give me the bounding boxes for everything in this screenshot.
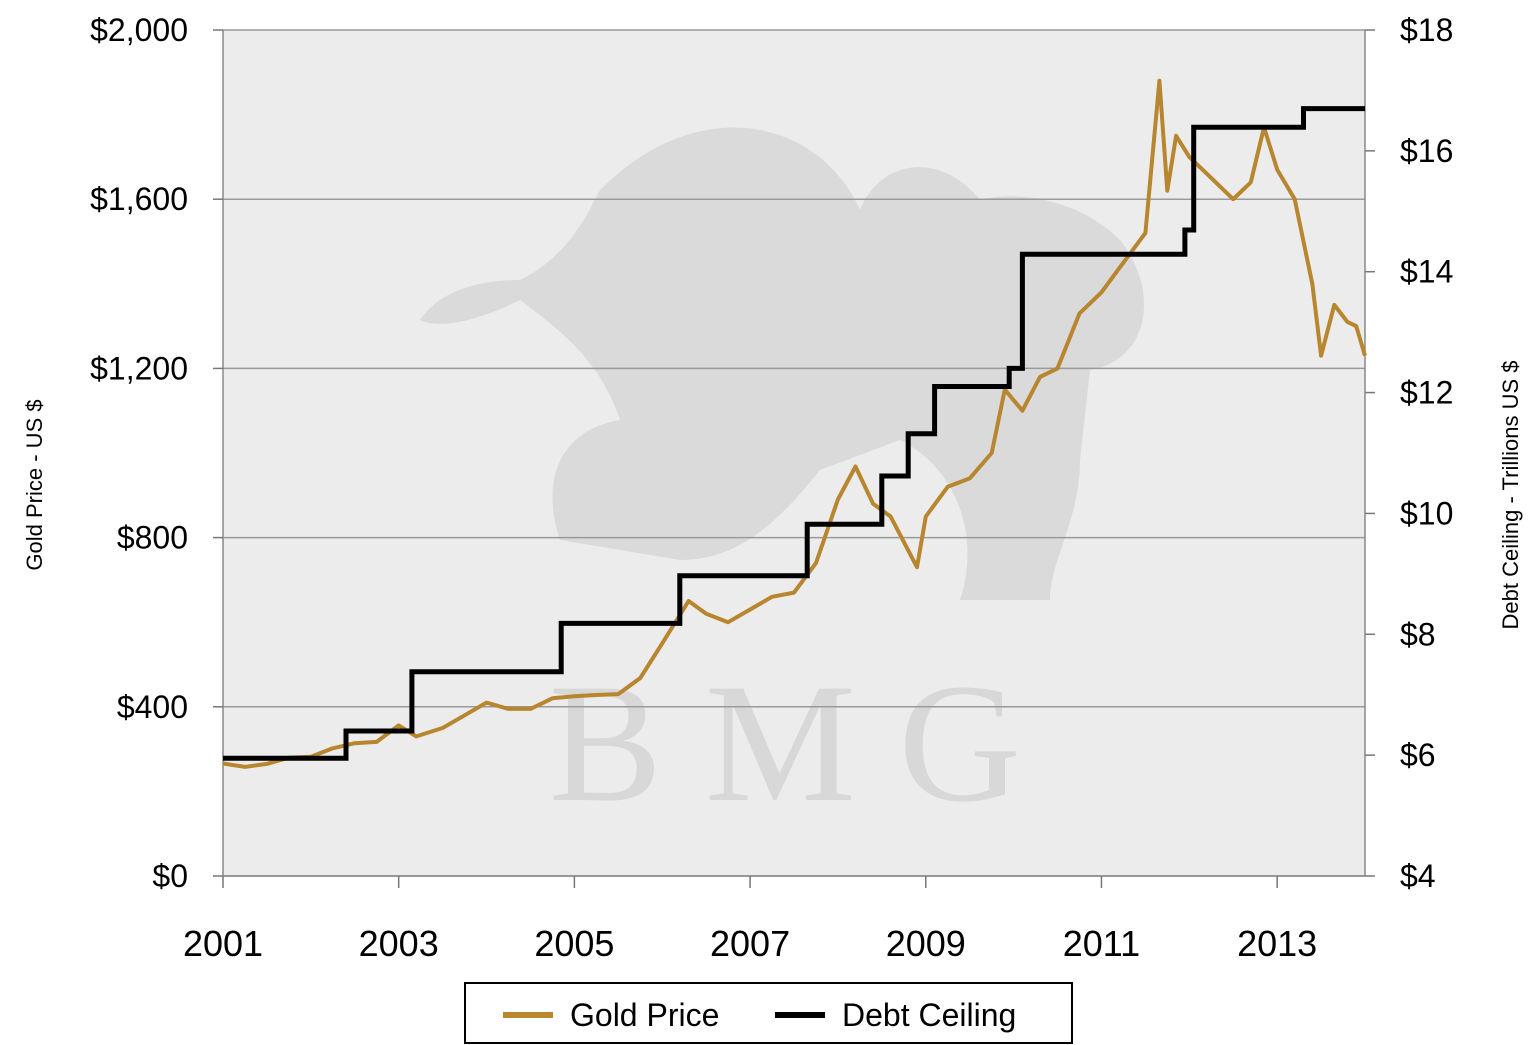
series-layer (222, 78, 1367, 769)
axes (222, 30, 1366, 877)
left-tick-label: $800 (117, 520, 188, 556)
right-tick-label: $4 (1400, 858, 1436, 894)
x-tick-label: 2003 (359, 923, 439, 964)
left-tick-label: $400 (117, 689, 188, 725)
x-tick-label: 2009 (886, 923, 966, 964)
left-tick-label: $2,000 (90, 12, 188, 48)
legend: Gold Price Debt Ceiling (464, 982, 1073, 1044)
left-tick-label: $1,600 (90, 181, 188, 217)
x-tick-label: 2013 (1237, 923, 1317, 964)
right-tick-label: $14 (1400, 254, 1453, 290)
left-axis-title: Gold Price - US $ (22, 399, 47, 570)
right-tick-label: $12 (1400, 375, 1453, 411)
x-tick-label: 2005 (534, 923, 614, 964)
x-tick-label: 2001 (183, 923, 263, 964)
left-axis-ticks: $0 $400 $800 $1,200 $1,600 $2,000 (90, 12, 223, 894)
right-tick-label: $6 (1400, 737, 1436, 773)
x-tick-label: 2007 (710, 923, 790, 964)
series-line-debt-ceiling (223, 106, 1365, 761)
right-tick-label: $8 (1400, 616, 1436, 652)
right-axis-ticks: $4 $6 $8 $10 $12 $14 $16 $18 (1365, 12, 1453, 894)
right-tick-label: $10 (1400, 495, 1453, 531)
x-axis-ticks: 2001 2003 2005 2007 2009 2011 2013 (183, 876, 1317, 964)
legend-label-gold: Gold Price (570, 997, 719, 1033)
x-tick-label: 2011 (1063, 923, 1140, 964)
left-tick-label: $1,200 (90, 350, 188, 386)
watermark-text: B M G (549, 649, 1021, 837)
left-tick-label: $0 (152, 858, 188, 894)
legend-label-debt: Debt Ceiling (842, 997, 1016, 1033)
right-tick-label: $18 (1400, 12, 1453, 48)
right-axis-title: Debt Ceiling - Trillions US $ (1498, 361, 1523, 630)
right-tick-label: $16 (1400, 133, 1453, 169)
legend-box (464, 982, 1073, 1044)
